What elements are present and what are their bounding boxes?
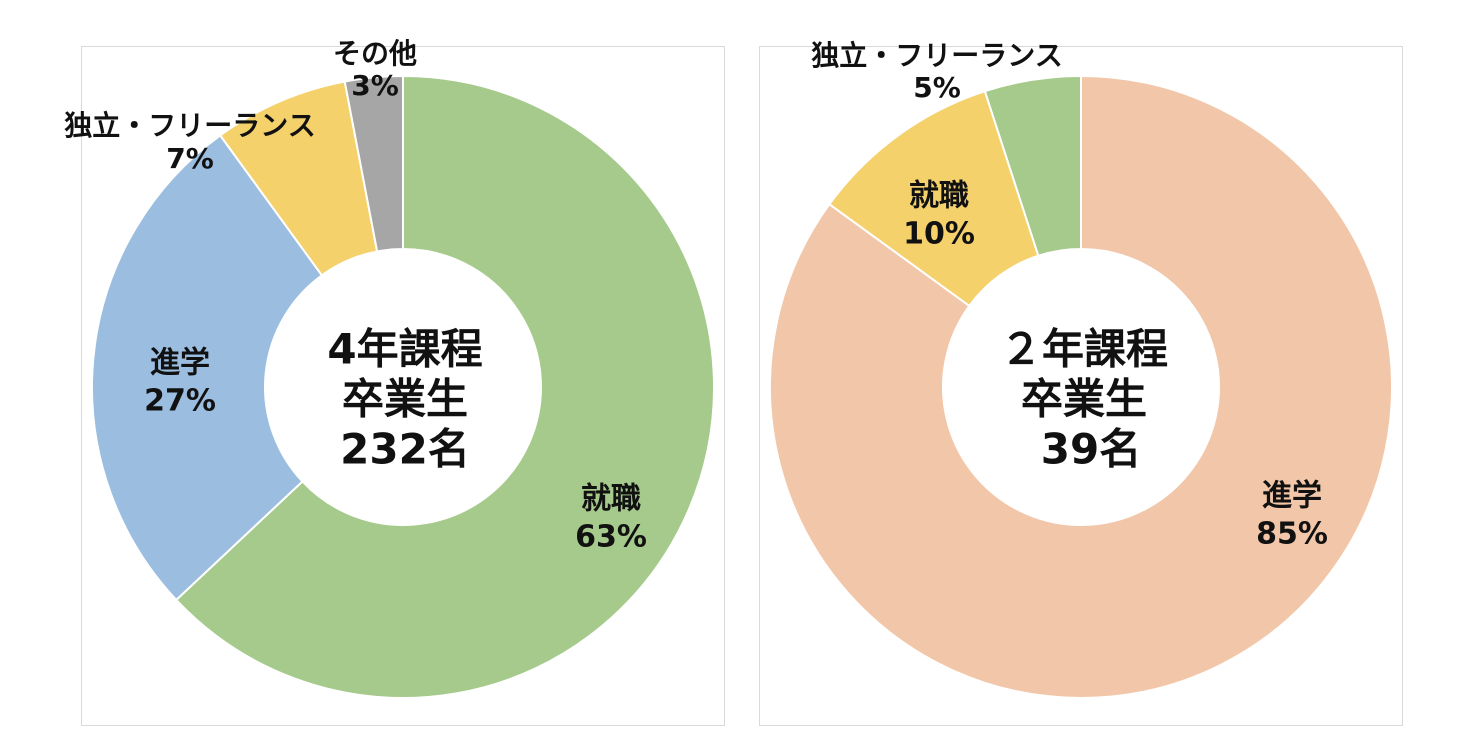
slice-label-独立・フリーランス: 独立・フリーランス	[811, 39, 1062, 72]
slice-value-label-独立・フリーランス: 5%	[913, 71, 961, 104]
slice-label-就職: 就職	[581, 482, 641, 517]
slice-value-label-その他: 3%	[351, 69, 399, 102]
center-title-line-1: ２年課程	[1000, 325, 1168, 374]
slice-value-label-進学: 85%	[1256, 517, 1328, 552]
slice-value-label-就職: 10%	[903, 217, 975, 252]
slice-label-独立・フリーランス: 独立・フリーランス	[64, 109, 315, 142]
slice-label-就職: 就職	[909, 179, 969, 214]
center-title-line-3: 232名	[340, 425, 470, 474]
center-title-line-2: 卒業生	[342, 375, 468, 424]
center-title-line-1: 4年課程	[327, 325, 482, 374]
slice-label-進学: 進学	[150, 346, 210, 381]
slice-value-label-進学: 27%	[144, 384, 216, 419]
donut-slice-独立・フリーランス	[983, 74, 1082, 258]
center-title-line-2: 卒業生	[1021, 375, 1147, 424]
slice-value-label-就職: 63%	[575, 520, 647, 555]
donut-hole	[943, 249, 1219, 525]
center-title-line-3: 39名	[1041, 425, 1141, 474]
slice-label-進学: 進学	[1262, 479, 1322, 514]
donut-hole	[265, 249, 541, 525]
slice-label-その他: その他	[333, 37, 417, 70]
slice-value-label-独立・フリーランス: 7%	[166, 142, 214, 175]
